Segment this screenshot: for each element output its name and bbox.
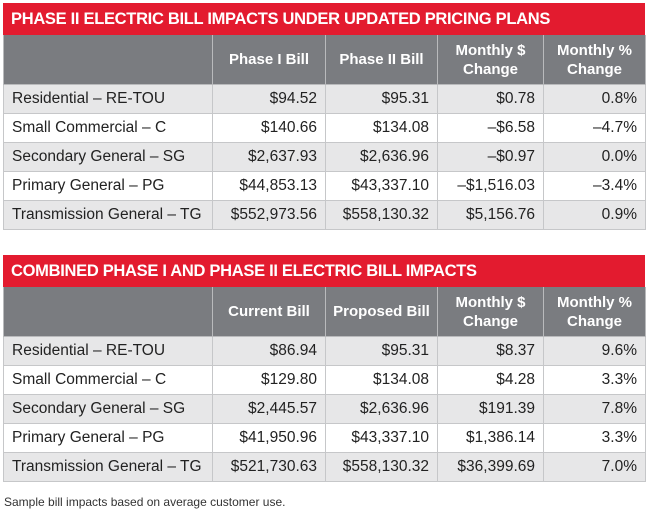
value-cell: 0.9% [543, 200, 646, 230]
table-row: Residential – RE-TOU $94.52 $95.31 $0.78 0.8… [3, 84, 646, 114]
value-cell: $140.66 [212, 113, 326, 143]
value-cell: $36,399.69 [437, 452, 544, 482]
header-row: Current Bill Proposed Bill Monthly $ Chang… [3, 287, 646, 337]
rate-class-cell: Primary General – PG [3, 423, 213, 453]
value-cell: $521,730.63 [212, 452, 326, 482]
value-cell: 3.3% [543, 365, 646, 395]
value-cell: $191.39 [437, 394, 544, 424]
header-row: Phase I Bill Phase II Bill Monthly $ Chang… [3, 35, 646, 85]
value-cell: 9.6% [543, 336, 646, 366]
rate-class-cell: Secondary General – SG [3, 394, 213, 424]
table-row: Secondary General – SG $2,637.93 $2,636.96… [3, 142, 646, 172]
rate-class-cell: Small Commercial – C [3, 365, 213, 395]
table-row: Secondary General – SG $2,445.57 $2,636.96… [3, 394, 646, 424]
value-cell: 3.3% [543, 423, 646, 453]
value-cell: $552,973.56 [212, 200, 326, 230]
value-cell: $95.31 [325, 336, 438, 366]
table-row: Primary General – PG $44,853.13 $43,337.10… [3, 171, 646, 201]
table-grid: Phase I Bill Phase II Bill Monthly $ Chang… [3, 35, 646, 230]
rate-class-cell: Primary General – PG [3, 171, 213, 201]
value-cell: $43,337.10 [325, 171, 438, 201]
value-cell: –$1,516.03 [437, 171, 544, 201]
column-header: Phase I Bill [212, 35, 326, 85]
rate-class-cell: Secondary General – SG [3, 142, 213, 172]
table-row: Small Commercial – C $140.66 $134.08 –$6.58… [3, 113, 646, 143]
rate-class-cell: Residential – RE-TOU [3, 84, 213, 114]
value-cell: 7.0% [543, 452, 646, 482]
table-title: COMBINED PHASE I AND PHASE II ELECTRIC B… [3, 255, 645, 287]
table-row: Residential – RE-TOU $86.94 $95.31 $8.37 9.6… [3, 336, 646, 366]
rate-class-cell: Transmission General – TG [3, 452, 213, 482]
value-cell: $8.37 [437, 336, 544, 366]
column-header: Monthly $ Change [437, 35, 544, 85]
value-cell: $95.31 [325, 84, 438, 114]
value-cell: $44,853.13 [212, 171, 326, 201]
value-cell: 7.8% [543, 394, 646, 424]
value-cell: –3.4% [543, 171, 646, 201]
footnote: Sample bill impacts based on average cus… [4, 495, 286, 509]
value-cell: $41,950.96 [212, 423, 326, 453]
value-cell: $0.78 [437, 84, 544, 114]
rate-class-cell: Small Commercial – C [3, 113, 213, 143]
value-cell: $129.80 [212, 365, 326, 395]
value-cell: $94.52 [212, 84, 326, 114]
value-cell: $558,130.32 [325, 452, 438, 482]
table-row: Small Commercial – C $129.80 $134.08 $4.28 3… [3, 365, 646, 395]
column-header: Monthly % Change [543, 287, 646, 337]
value-cell: $2,636.96 [325, 142, 438, 172]
column-header [3, 35, 213, 85]
value-cell: $134.08 [325, 113, 438, 143]
column-header: Monthly % Change [543, 35, 646, 85]
table-row: Transmission General – TG $552,973.56 $558… [3, 200, 646, 230]
column-header: Phase II Bill [325, 35, 438, 85]
combined-bill-impacts-table: COMBINED PHASE I AND PHASE II ELECTRIC B… [3, 255, 646, 482]
value-cell: $4.28 [437, 365, 544, 395]
value-cell: $43,337.10 [325, 423, 438, 453]
value-cell: $86.94 [212, 336, 326, 366]
value-cell: 0.8% [543, 84, 646, 114]
value-cell: $5,156.76 [437, 200, 544, 230]
table-row: Transmission General – TG $521,730.63 $558… [3, 452, 646, 482]
value-cell: $2,445.57 [212, 394, 326, 424]
rate-class-cell: Residential – RE-TOU [3, 336, 213, 366]
value-cell: 0.0% [543, 142, 646, 172]
value-cell: –$0.97 [437, 142, 544, 172]
value-cell: –4.7% [543, 113, 646, 143]
column-header: Proposed Bill [325, 287, 438, 337]
value-cell: –$6.58 [437, 113, 544, 143]
rate-class-cell: Transmission General – TG [3, 200, 213, 230]
value-cell: $134.08 [325, 365, 438, 395]
value-cell: $2,637.93 [212, 142, 326, 172]
value-cell: $1,386.14 [437, 423, 544, 453]
phase-ii-bill-impacts-table: PHASE II ELECTRIC BILL IMPACTS UNDER UPD… [3, 3, 646, 230]
table-title: PHASE II ELECTRIC BILL IMPACTS UNDER UPD… [3, 3, 645, 35]
table-grid: Current Bill Proposed Bill Monthly $ Chang… [3, 287, 646, 482]
table-row: Primary General – PG $41,950.96 $43,337.10… [3, 423, 646, 453]
column-header [3, 287, 213, 337]
value-cell: $2,636.96 [325, 394, 438, 424]
column-header: Current Bill [212, 287, 326, 337]
column-header: Monthly $ Change [437, 287, 544, 337]
value-cell: $558,130.32 [325, 200, 438, 230]
